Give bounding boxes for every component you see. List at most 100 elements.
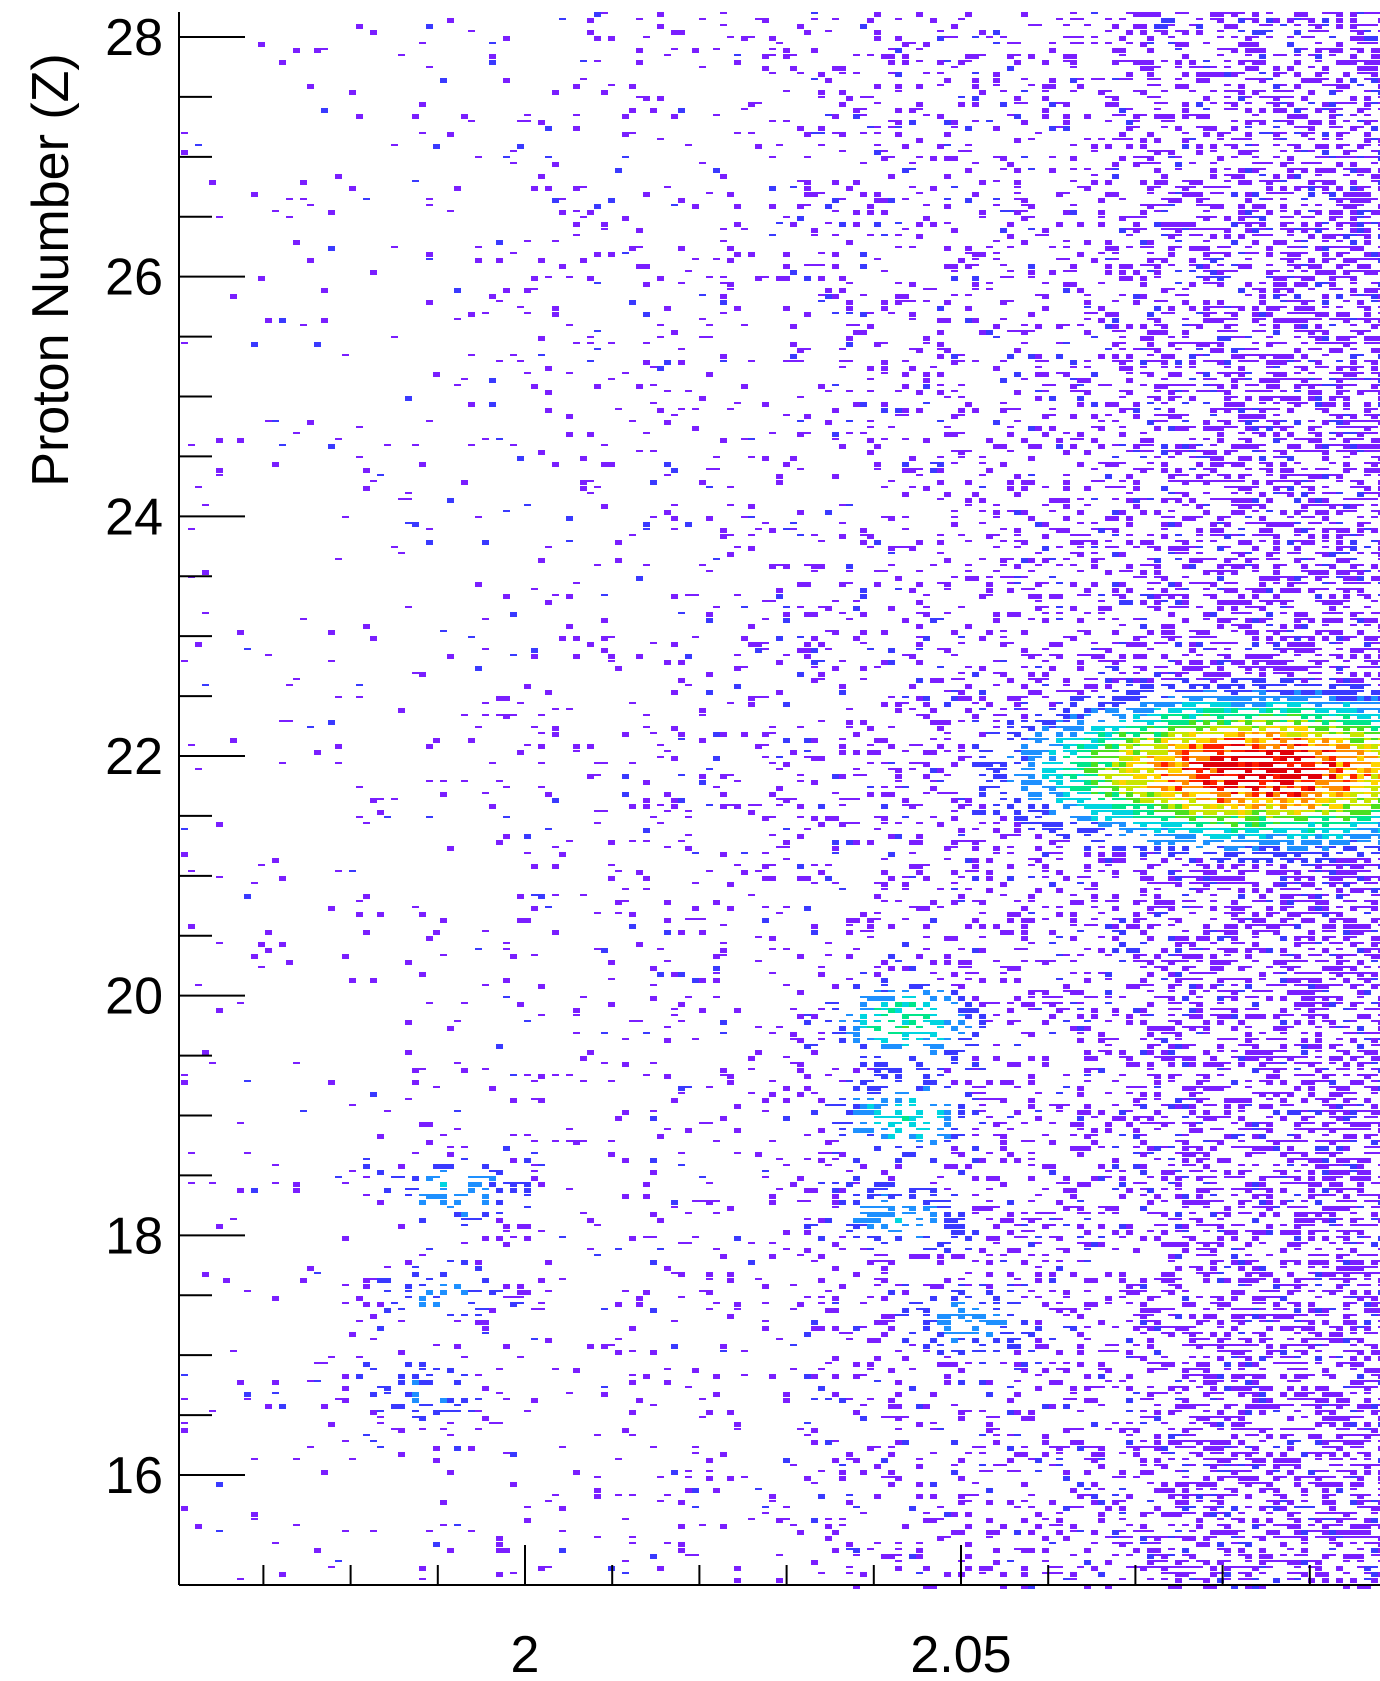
heatmap-cell (881, 300, 888, 305)
heatmap-cell (615, 558, 622, 563)
heatmap-cell (1371, 270, 1378, 275)
heatmap-cell (1231, 630, 1238, 632)
heatmap-cell (1189, 630, 1196, 632)
heatmap-cell (1315, 330, 1322, 332)
heatmap-cell (1210, 252, 1217, 254)
heatmap-cell (1273, 120, 1280, 122)
heatmap-cell (1077, 570, 1084, 572)
heatmap-cell (1161, 18, 1168, 23)
heatmap-cell (1245, 648, 1252, 650)
heatmap-cell (1175, 186, 1182, 188)
heatmap-cell (1154, 774, 1161, 779)
heatmap-cell (1371, 54, 1378, 59)
heatmap-cell (1315, 246, 1322, 251)
heatmap-cell (1189, 546, 1196, 548)
heatmap-cell (916, 678, 923, 683)
heatmap-cell (720, 276, 727, 278)
heatmap-cell (1210, 90, 1217, 92)
heatmap-cell (1287, 696, 1294, 701)
heatmap-cell (1196, 684, 1203, 686)
heatmap-cell (573, 210, 580, 212)
heatmap-cell (1273, 354, 1280, 359)
heatmap-cell (1154, 582, 1161, 584)
heatmap-cell (1301, 564, 1308, 569)
heatmap-cell (1203, 216, 1210, 221)
heatmap-cell (1210, 348, 1217, 353)
heatmap-cell (1147, 252, 1154, 254)
heatmap-cell (1056, 726, 1063, 728)
heatmap-cell (1364, 762, 1371, 764)
heatmap-cell (1007, 486, 1014, 491)
heatmap-cell (1147, 630, 1154, 635)
heatmap-cell (944, 78, 951, 83)
heatmap-cell (1364, 732, 1371, 734)
heatmap-cell (1294, 666, 1301, 671)
heatmap-cell (363, 486, 370, 491)
heatmap-cell (1280, 576, 1287, 578)
heatmap-cell (881, 342, 888, 344)
heatmap-cell (818, 672, 825, 677)
heatmap-cell (1070, 702, 1077, 707)
heatmap-cell (1357, 522, 1364, 527)
heatmap-cell (1238, 234, 1245, 239)
heatmap-cell (965, 150, 972, 152)
heatmap-cell (741, 36, 748, 41)
heatmap-cell (1224, 24, 1231, 29)
heatmap-cell (1091, 540, 1098, 545)
heatmap-cell (1343, 756, 1350, 758)
heatmap-cell (1371, 528, 1378, 533)
heatmap-cell (1231, 108, 1238, 110)
heatmap-cell (888, 198, 895, 203)
heatmap-cell (643, 522, 650, 527)
heatmap-cell (1224, 66, 1231, 68)
heatmap-cell (1168, 552, 1175, 554)
heatmap-cell (965, 144, 972, 146)
heatmap-cell (1252, 90, 1259, 95)
heatmap-cell (790, 324, 797, 329)
heatmap-cell (1315, 282, 1322, 287)
heatmap-cell (860, 252, 867, 257)
heatmap-cell (951, 678, 958, 680)
heatmap-cell (1112, 420, 1119, 422)
heatmap-cell (482, 714, 489, 716)
heatmap-cell (1252, 654, 1259, 659)
heatmap-cell (1245, 756, 1252, 758)
heatmap-cell (986, 282, 993, 284)
heatmap-cell (1196, 462, 1203, 467)
heatmap-cell (1154, 114, 1161, 119)
heatmap-cell (426, 66, 433, 68)
heatmap-cell (930, 564, 937, 566)
heatmap-cell (944, 156, 951, 161)
heatmap-cell (818, 276, 825, 281)
heatmap-cell (1357, 48, 1364, 53)
heatmap-cell (1301, 78, 1308, 83)
heatmap-cell (965, 12, 972, 17)
heatmap-cell (1364, 624, 1371, 626)
heatmap-cell (1287, 690, 1294, 695)
heatmap-cell (1238, 720, 1245, 722)
heatmap-cell (1308, 768, 1315, 770)
heatmap-cell (1063, 450, 1070, 455)
heatmap-cell (1112, 252, 1119, 254)
heatmap-cell (1343, 456, 1350, 458)
heatmap-cell (741, 384, 748, 389)
heatmap-cell (1196, 324, 1203, 329)
heatmap-cell (1315, 186, 1322, 188)
heatmap-cell (1357, 678, 1364, 683)
heatmap-cell (1105, 702, 1112, 704)
heatmap-cell (1287, 762, 1294, 767)
heatmap-cell (1315, 144, 1322, 149)
heatmap-cell (1336, 84, 1343, 89)
heatmap-cell (769, 54, 776, 56)
heatmap-cell (1140, 654, 1147, 659)
heatmap-cell (1259, 54, 1266, 59)
heatmap-cell (790, 750, 797, 755)
heatmap-cell (951, 762, 958, 767)
heatmap-cell (1056, 690, 1063, 692)
heatmap-cell (1077, 618, 1084, 623)
heatmap-cell (538, 714, 545, 716)
heatmap-cell (1245, 768, 1252, 773)
heatmap-cell (237, 438, 244, 443)
heatmap-cell (1329, 48, 1336, 53)
heatmap-cell (1343, 666, 1350, 668)
